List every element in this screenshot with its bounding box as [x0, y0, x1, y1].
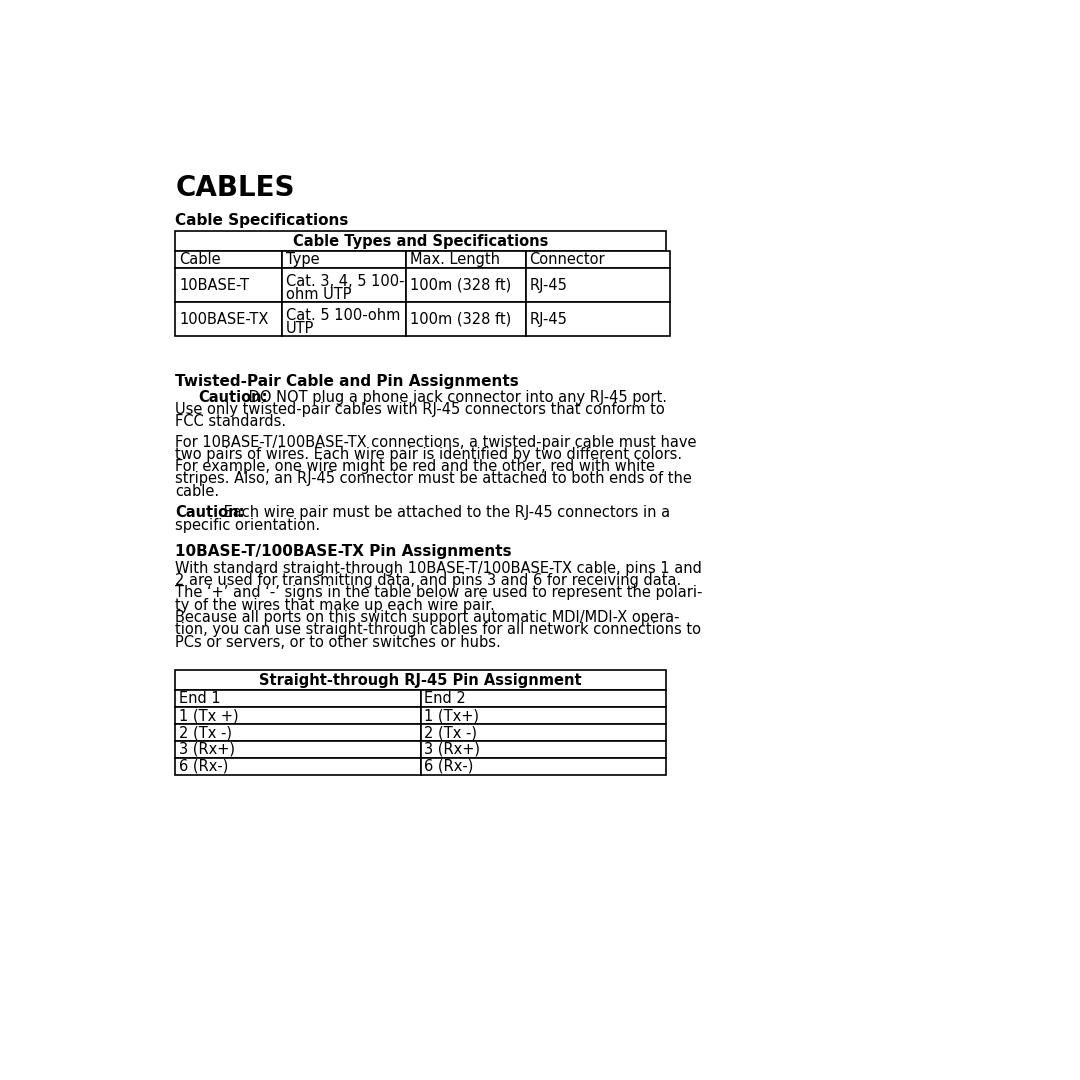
Text: cable.: cable. — [175, 484, 219, 499]
Text: 100m (328 ft): 100m (328 ft) — [410, 278, 511, 293]
Text: stripes. Also, an RJ-45 connector must be attached to both ends of the: stripes. Also, an RJ-45 connector must b… — [175, 472, 692, 486]
Text: PCs or servers, or to other switches or hubs.: PCs or servers, or to other switches or … — [175, 635, 501, 650]
Text: Use only twisted-pair cables with RJ-45 connectors that conform to: Use only twisted-pair cables with RJ-45 … — [175, 402, 665, 417]
Bar — [420, 724, 666, 741]
Text: UTP: UTP — [286, 321, 314, 336]
Text: The ‘+’ and ‘-’ signs in the table below are used to represent the polari-: The ‘+’ and ‘-’ signs in the table below… — [175, 585, 703, 600]
Bar — [420, 758, 666, 774]
Bar — [406, 252, 526, 268]
Bar — [175, 758, 420, 774]
Text: RJ-45: RJ-45 — [529, 311, 567, 326]
Text: With standard straight-through 10BASE-T/100BASE-TX cable, pins 1 and: With standard straight-through 10BASE-T/… — [175, 561, 702, 576]
Text: Max. Length: Max. Length — [410, 253, 500, 267]
Text: End 2: End 2 — [424, 691, 467, 706]
Bar — [175, 268, 282, 302]
Text: 2 (Tx -): 2 (Tx -) — [179, 725, 232, 740]
Bar — [406, 302, 526, 336]
Text: Connector: Connector — [529, 253, 605, 267]
Text: Cable Specifications: Cable Specifications — [175, 213, 349, 228]
Text: 2 are used for transmitting data, and pins 3 and 6 for receiving data.: 2 are used for transmitting data, and pi… — [175, 573, 681, 589]
Bar — [175, 707, 420, 724]
Text: 1 (Tx +): 1 (Tx +) — [179, 708, 239, 724]
Text: RJ-45: RJ-45 — [529, 278, 567, 293]
Bar — [175, 231, 666, 252]
Bar — [526, 268, 670, 302]
Text: 3 (Rx+): 3 (Rx+) — [424, 742, 481, 757]
Text: Because all ports on this switch support automatic MDI/MDI-X opera-: Because all ports on this switch support… — [175, 610, 679, 625]
Bar — [282, 252, 406, 268]
Text: Caution:: Caution: — [199, 390, 268, 405]
Text: 10BASE-T/100BASE-TX Pin Assignments: 10BASE-T/100BASE-TX Pin Assignments — [175, 544, 512, 558]
Text: Cat. 5 100-ohm: Cat. 5 100-ohm — [286, 308, 401, 323]
Text: 3 (Rx+): 3 (Rx+) — [179, 742, 235, 757]
Text: FCC standards.: FCC standards. — [175, 415, 286, 430]
Text: Cable: Cable — [179, 253, 220, 267]
Bar — [175, 252, 282, 268]
Bar — [175, 724, 420, 741]
Text: For 10BASE-T/100BASE-TX connections, a twisted-pair cable must have: For 10BASE-T/100BASE-TX connections, a t… — [175, 434, 697, 449]
Text: Straight-through RJ-45 Pin Assignment: Straight-through RJ-45 Pin Assignment — [259, 673, 582, 688]
Text: DO NOT plug a phone jack connector into any RJ-45 port.: DO NOT plug a phone jack connector into … — [243, 390, 666, 405]
Bar — [406, 268, 526, 302]
Text: 1 (Tx+): 1 (Tx+) — [424, 708, 480, 724]
Text: Twisted-Pair Cable and Pin Assignments: Twisted-Pair Cable and Pin Assignments — [175, 375, 519, 390]
Text: 6 (Rx-): 6 (Rx-) — [424, 759, 474, 774]
Text: Type: Type — [286, 253, 320, 267]
Bar — [420, 707, 666, 724]
Text: Cable Types and Specifications: Cable Types and Specifications — [293, 233, 549, 248]
Text: tion, you can use straight-through cables for all network connections to: tion, you can use straight-through cable… — [175, 622, 701, 637]
Bar — [420, 741, 666, 758]
Bar — [175, 741, 420, 758]
Text: ty of the wires that make up each wire pair.: ty of the wires that make up each wire p… — [175, 597, 495, 612]
Text: ohm UTP: ohm UTP — [286, 286, 352, 301]
Text: two pairs of wires. Each wire pair is identified by two different colors.: two pairs of wires. Each wire pair is id… — [175, 447, 683, 462]
Text: 2 (Tx -): 2 (Tx -) — [424, 725, 477, 740]
Text: 10BASE-T: 10BASE-T — [179, 278, 249, 293]
Text: Each wire pair must be attached to the RJ-45 connectors in a: Each wire pair must be attached to the R… — [218, 505, 670, 521]
Text: End 1: End 1 — [179, 691, 220, 706]
Bar — [526, 252, 670, 268]
Text: 6 (Rx-): 6 (Rx-) — [179, 759, 229, 774]
Bar — [420, 690, 666, 707]
Bar — [282, 302, 406, 336]
Text: CABLES: CABLES — [175, 174, 295, 202]
Bar — [175, 302, 282, 336]
Text: specific orientation.: specific orientation. — [175, 517, 321, 532]
Text: Caution:: Caution: — [175, 505, 245, 521]
Text: For example, one wire might be red and the other, red with white: For example, one wire might be red and t… — [175, 459, 656, 474]
Text: Cat. 3, 4, 5 100-: Cat. 3, 4, 5 100- — [286, 274, 405, 289]
Bar — [282, 268, 406, 302]
Bar — [526, 302, 670, 336]
Bar — [175, 670, 666, 690]
Text: 100m (328 ft): 100m (328 ft) — [410, 311, 511, 326]
Bar — [175, 690, 420, 707]
Text: 100BASE-TX: 100BASE-TX — [179, 311, 269, 326]
